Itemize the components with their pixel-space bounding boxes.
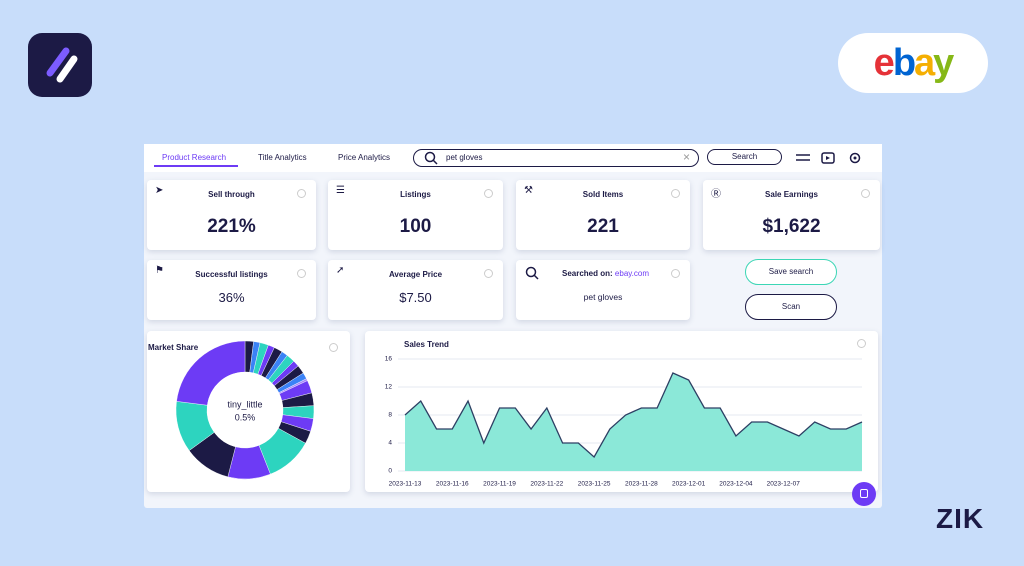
searched-on-label: Searched on: bbox=[562, 269, 613, 278]
brand: ZIK bbox=[936, 503, 985, 534]
searched-on-site[interactable]: ebay.com bbox=[614, 269, 650, 278]
metric-icon: Ⓡ bbox=[711, 189, 721, 200]
metric-icon: ☰ bbox=[336, 185, 345, 196]
searched-query: pet gloves bbox=[583, 292, 623, 302]
chart-title: Sales Trend bbox=[404, 340, 449, 349]
metric-icon: ➤ bbox=[155, 185, 164, 196]
x-tick-label: 2023-12-01 bbox=[672, 481, 706, 488]
metric-value: 100 bbox=[399, 216, 432, 237]
metric-value: 221 bbox=[587, 216, 619, 237]
metric-card: ⚒ Sold Items 221 bbox=[516, 180, 690, 250]
metric-icon: ⚒ bbox=[524, 185, 533, 196]
donut-hole bbox=[207, 372, 283, 448]
logo-letter: e bbox=[873, 42, 895, 84]
metric-card: ➚ Average Price $7.50 bbox=[328, 260, 503, 320]
metric-icon: ⚑ bbox=[155, 265, 164, 276]
searched-on-card: Searched on: ebay.com pet gloves bbox=[516, 260, 690, 320]
help-icon[interactable] bbox=[861, 189, 870, 198]
metric-card: ➤ Sell through 221% bbox=[147, 180, 316, 250]
chart-title: Market Share bbox=[148, 343, 199, 352]
center-label: tiny_little bbox=[227, 399, 262, 409]
tab[interactable]: Title Analytics bbox=[258, 153, 307, 162]
searched-on: Searched on: ebay.com bbox=[562, 269, 649, 278]
ebay-badge: ebay bbox=[838, 33, 988, 93]
help-icon[interactable] bbox=[484, 189, 493, 198]
save-search-button[interactable]: Save search bbox=[745, 259, 837, 285]
metric-label: Sell through bbox=[208, 190, 255, 199]
clear-icon[interactable]: × bbox=[682, 150, 690, 164]
x-tick-label: 2023-11-22 bbox=[530, 481, 563, 488]
help-icon[interactable] bbox=[297, 269, 306, 278]
x-tick-label: 2023-11-19 bbox=[483, 481, 516, 488]
y-tick-label: 12 bbox=[385, 384, 393, 391]
center-value: 0.5% bbox=[235, 412, 256, 422]
y-tick-label: 8 bbox=[388, 412, 392, 419]
help-icon[interactable] bbox=[297, 189, 306, 198]
y-tick-label: 0 bbox=[388, 468, 392, 475]
help-icon[interactable] bbox=[671, 269, 680, 278]
metric-value: 221% bbox=[207, 216, 256, 237]
help-icon[interactable] bbox=[857, 339, 866, 348]
metric-card: ☰ Listings 100 bbox=[328, 180, 503, 250]
y-tick-label: 16 bbox=[385, 356, 393, 363]
metric-label: Successful listings bbox=[195, 270, 268, 279]
tab-underline bbox=[154, 165, 238, 167]
metric-icon: ➚ bbox=[336, 265, 345, 276]
chat-button[interactable] bbox=[852, 482, 876, 506]
logo-letter: a bbox=[914, 42, 935, 84]
metric-value: $7.50 bbox=[399, 290, 432, 305]
metric-card: ⚑ Successful listings 36% bbox=[147, 260, 316, 320]
help-icon[interactable] bbox=[329, 343, 338, 352]
metric-label: Sale Earnings bbox=[765, 190, 818, 199]
x-tick-label: 2023-11-16 bbox=[436, 481, 469, 488]
search-box[interactable]: pet gloves × bbox=[413, 149, 699, 167]
search-query: pet gloves bbox=[446, 153, 483, 162]
logo-letter: y bbox=[933, 42, 954, 84]
logo-letter: b bbox=[892, 42, 916, 84]
metric-value: $1,622 bbox=[762, 216, 821, 237]
x-tick-label: 2023-11-25 bbox=[578, 481, 611, 488]
app-logo bbox=[28, 33, 92, 97]
toolbar-icons bbox=[796, 152, 861, 164]
tab[interactable]: Product Research bbox=[162, 153, 227, 162]
metric-label: Average Price bbox=[388, 270, 443, 279]
metric-value: 36% bbox=[218, 290, 245, 305]
trend-line bbox=[404, 372, 863, 459]
metric-label: Sold Items bbox=[582, 190, 624, 199]
search-button[interactable]: Search bbox=[707, 149, 782, 165]
app-logo-icon bbox=[46, 47, 78, 83]
scan-button[interactable]: Scan bbox=[745, 294, 837, 320]
help-icon[interactable] bbox=[671, 189, 680, 198]
area-fill bbox=[405, 373, 862, 471]
x-tick-label: 2023-11-13 bbox=[389, 481, 422, 488]
tab[interactable]: Price Analytics bbox=[338, 153, 391, 162]
help-icon[interactable] bbox=[484, 269, 493, 278]
metric-card: Ⓡ Sale Earnings $1,622 bbox=[703, 180, 880, 250]
search-icon bbox=[525, 266, 539, 280]
x-tick-label: 2023-12-04 bbox=[719, 481, 753, 488]
metric-label: Listings bbox=[400, 190, 431, 199]
y-tick-label: 4 bbox=[388, 440, 392, 447]
search-icon bbox=[424, 151, 438, 165]
x-tick-label: 2023-12-07 bbox=[767, 481, 801, 488]
x-tick-label: 2023-11-28 bbox=[625, 481, 658, 488]
